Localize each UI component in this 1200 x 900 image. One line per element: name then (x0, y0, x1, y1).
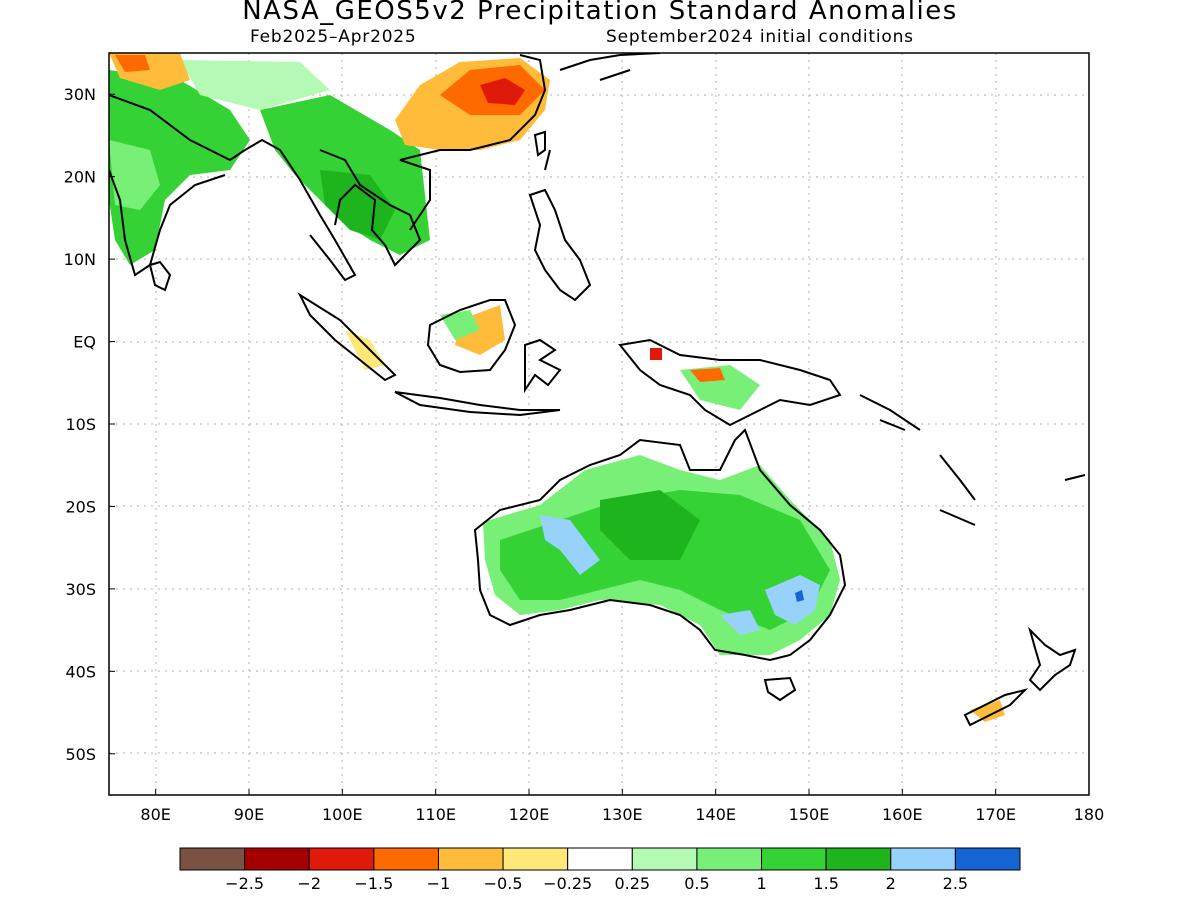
lat-label: 10N (64, 250, 96, 269)
coast-indochina (319, 149, 431, 267)
colorbar (179, 847, 1021, 871)
india-anomaly (109, 70, 250, 265)
coast-nz-north (1028, 626, 1077, 692)
colorbar-label: −2 (297, 874, 321, 893)
lat-label: 10S (65, 415, 96, 434)
lat-label: 20N (64, 168, 96, 187)
anomaly-shading (109, 53, 1005, 722)
forecast-period: Feb2025–Apr2025 (250, 27, 417, 47)
coast-tasmania (763, 676, 797, 702)
lat-label: 40S (65, 662, 96, 681)
coast-taiwan (533, 130, 546, 157)
lon-label: 120E (509, 805, 550, 824)
colorbar-swatch (308, 847, 375, 871)
lon-label: 110E (415, 805, 456, 824)
colorbar-swatch (696, 847, 763, 871)
coast-nz-south (963, 688, 1029, 727)
lon-label: 100E (322, 805, 363, 824)
coast-australia (473, 428, 847, 662)
lon-label: 170E (975, 805, 1016, 824)
colorbar-label: 1.5 (813, 874, 838, 893)
lat-label: 20S (65, 497, 96, 516)
colorbar-label: 1 (756, 874, 766, 893)
colorbar-label: −1 (427, 874, 451, 893)
colorbar-swatch (567, 847, 633, 871)
colorbar-label: −0.25 (543, 874, 592, 893)
lat-label: EQ (73, 333, 96, 352)
initial-conditions: September2024 initial conditions (606, 27, 914, 47)
colorbar-label: 2 (886, 874, 896, 893)
colorbar-swatch (825, 847, 892, 871)
lon-label: 90E (234, 805, 264, 824)
coast-srilanka (148, 260, 172, 292)
lat-label: 30N (64, 85, 96, 104)
latitude-labels: 30N 20N 10N EQ 10S 20S 30S 40S 50S (64, 85, 115, 764)
colorbar-swatch (244, 847, 310, 871)
colorbar-swatch (502, 847, 569, 871)
colorbar-labels: −2.5 −2 −1.5 −1 −0.5 −0.25 0.25 0.5 1 1.5 2 2.5 (225, 874, 968, 893)
coast-sulawesi (524, 338, 562, 394)
colorbar-swatch (179, 847, 246, 871)
gridlines (109, 53, 1089, 795)
lon-label: 160E (882, 805, 923, 824)
coastlines (109, 53, 1086, 727)
lon-label: 80E (140, 805, 170, 824)
colorbar-swatch (437, 847, 504, 871)
colorbar-label: −0.5 (484, 874, 523, 893)
colorbar-label: 0.5 (684, 874, 709, 893)
colorbar-label: −1.5 (354, 874, 393, 893)
lat-label: 50S (65, 745, 96, 764)
colorbar-label: −2.5 (225, 874, 264, 893)
coast-vanuatu-fiji (939, 454, 1086, 526)
coast-philippines (528, 188, 592, 302)
colorbar-swatch (954, 847, 1021, 871)
colorbar-swatch (631, 847, 698, 871)
coast-borneo (426, 299, 517, 374)
chart-title: NASA_GEOS5v2 Precipitation Standard Anom… (242, 0, 958, 26)
colorbar-label: 2.5 (943, 874, 968, 893)
lon-label: 140E (695, 805, 736, 824)
coast-newguinea (618, 338, 842, 427)
colorbar-swatch (890, 847, 956, 871)
lon-label: 130E (602, 805, 643, 824)
coast-solomons (859, 394, 921, 431)
coast-sumatra (297, 292, 397, 382)
colorbar-label: 0.25 (614, 874, 650, 893)
colorbar-swatch (761, 847, 827, 871)
lon-label: 180 (1074, 805, 1105, 824)
colorbar-swatch (373, 847, 439, 871)
coast-china (399, 54, 551, 171)
lon-label: 150E (789, 805, 830, 824)
coast-japan (559, 53, 661, 81)
lat-label: 30S (65, 580, 96, 599)
longitude-labels: 80E 90E 100E 110E 120E 130E 140E 150E 160E 170E 18… (140, 789, 1104, 824)
coast-java (394, 391, 561, 417)
